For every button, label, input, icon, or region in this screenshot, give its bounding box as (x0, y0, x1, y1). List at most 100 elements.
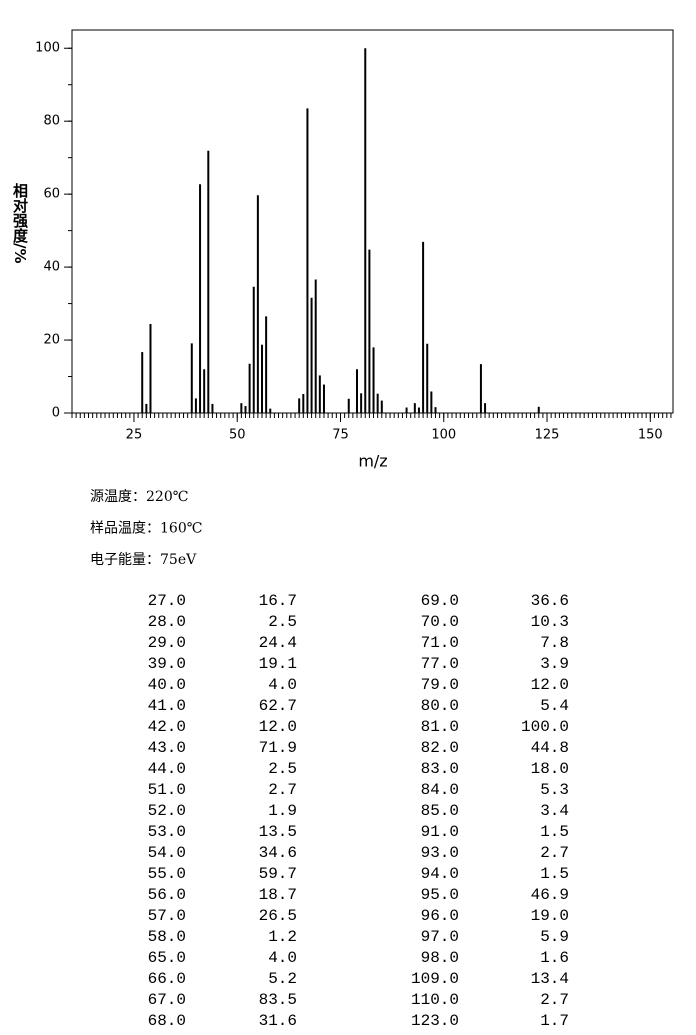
table-cell: 18.7 (259, 886, 297, 904)
table-cell: 5.3 (540, 781, 569, 799)
table-cell: 31.6 (259, 1012, 297, 1030)
table-cell: 62.7 (259, 697, 297, 715)
table-cell: 2.5 (268, 613, 297, 631)
table-cell: 1.5 (540, 865, 569, 883)
table-cell: 19.1 (259, 655, 297, 673)
table-cell: 110.0 (411, 991, 459, 1009)
y-tick-label: 100 (35, 41, 60, 56)
info-line: 源温度：220℃ (90, 489, 188, 505)
x-tick-label: 25 (126, 428, 143, 443)
table-cell: 69.0 (421, 592, 459, 610)
table-cell: 123.0 (411, 1012, 459, 1030)
table-cell: 85.0 (421, 802, 459, 820)
table-cell: 65.0 (148, 949, 186, 967)
table-cell: 26.5 (259, 907, 297, 925)
table-cell: 24.4 (259, 634, 297, 652)
table-cell: 39.0 (148, 655, 186, 673)
table-cell: 29.0 (148, 634, 186, 652)
table-cell: 109.0 (411, 970, 459, 988)
table-cell: 59.7 (259, 865, 297, 883)
table-cell: 1.9 (268, 802, 297, 820)
table-cell: 57.0 (148, 907, 186, 925)
table-cell: 96.0 (421, 907, 459, 925)
table-cell: 13.4 (531, 970, 569, 988)
x-tick-label: 75 (332, 428, 349, 443)
table-cell: 1.6 (540, 949, 569, 967)
info-line: 样品温度：160℃ (90, 521, 202, 537)
table-cell: 18.0 (531, 760, 569, 778)
y-tick-label: 40 (43, 260, 60, 275)
table-cell: 51.0 (148, 781, 186, 799)
table-cell: 4.0 (268, 949, 297, 967)
table-cell: 3.9 (540, 655, 569, 673)
table-cell: 2.7 (540, 991, 569, 1009)
table-cell: 13.5 (259, 823, 297, 841)
table-cell: 12.0 (259, 718, 297, 736)
table-cell: 98.0 (421, 949, 459, 967)
x-tick-label: 100 (431, 428, 456, 443)
table-cell: 19.0 (531, 907, 569, 925)
table-cell: 3.4 (540, 802, 569, 820)
table-cell: 5.4 (540, 697, 569, 715)
table-cell: 1.7 (540, 1012, 569, 1030)
table-cell: 56.0 (148, 886, 186, 904)
x-tick-label: 125 (535, 428, 560, 443)
table-cell: 94.0 (421, 865, 459, 883)
table-cell: 55.0 (148, 865, 186, 883)
y-axis-label: 相对强度/% (11, 183, 29, 264)
table-cell: 83.5 (259, 991, 297, 1009)
table-cell: 10.3 (531, 613, 569, 631)
table-cell: 2.7 (268, 781, 297, 799)
table-cell: 2.7 (540, 844, 569, 862)
table-cell: 80.0 (421, 697, 459, 715)
table-cell: 77.0 (421, 655, 459, 673)
y-tick-label: 60 (43, 187, 60, 202)
y-tick-label: 0 (52, 406, 60, 421)
x-tick-label: 150 (638, 428, 663, 443)
table-cell: 58.0 (148, 928, 186, 946)
plot-frame (71, 29, 674, 414)
table-cell: 44.0 (148, 760, 186, 778)
table-cell: 54.0 (148, 844, 186, 862)
table-cell: 4.0 (268, 676, 297, 694)
table-cell: 12.0 (531, 676, 569, 694)
table-cell: 95.0 (421, 886, 459, 904)
table-cell: 52.0 (148, 802, 186, 820)
table-cell: 71.9 (259, 739, 297, 757)
table-cell: 91.0 (421, 823, 459, 841)
table-cell: 1.2 (268, 928, 297, 946)
info-line: 电子能量：75eV (90, 552, 197, 568)
table-cell: 28.0 (148, 613, 186, 631)
table-cell: 70.0 (421, 613, 459, 631)
table-cell: 46.9 (531, 886, 569, 904)
table-cell: 44.8 (531, 739, 569, 757)
x-axis-label: m/z (358, 452, 387, 471)
table-cell: 97.0 (421, 928, 459, 946)
y-tick-label: 20 (43, 333, 60, 348)
table-cell: 40.0 (148, 676, 186, 694)
table-cell: 36.6 (531, 592, 569, 610)
table-cell: 71.0 (421, 634, 459, 652)
table-cell: 84.0 (421, 781, 459, 799)
table-cell: 2.5 (268, 760, 297, 778)
table-cell: 7.8 (540, 634, 569, 652)
table-cell: 100.0 (521, 718, 569, 736)
y-tick-label: 80 (43, 114, 60, 129)
table-cell: 34.6 (259, 844, 297, 862)
table-cell: 81.0 (421, 718, 459, 736)
table-cell: 16.7 (259, 592, 297, 610)
table-cell: 68.0 (148, 1012, 186, 1030)
table-cell: 43.0 (148, 739, 186, 757)
table-cell: 5.9 (540, 928, 569, 946)
x-tick-label: 50 (229, 428, 246, 443)
table-cell: 83.0 (421, 760, 459, 778)
table-cell: 82.0 (421, 739, 459, 757)
table-cell: 93.0 (421, 844, 459, 862)
table-cell: 27.0 (148, 592, 186, 610)
table-cell: 41.0 (148, 697, 186, 715)
table-cell: 1.5 (540, 823, 569, 841)
table-cell: 5.2 (268, 970, 297, 988)
table-cell: 79.0 (421, 676, 459, 694)
